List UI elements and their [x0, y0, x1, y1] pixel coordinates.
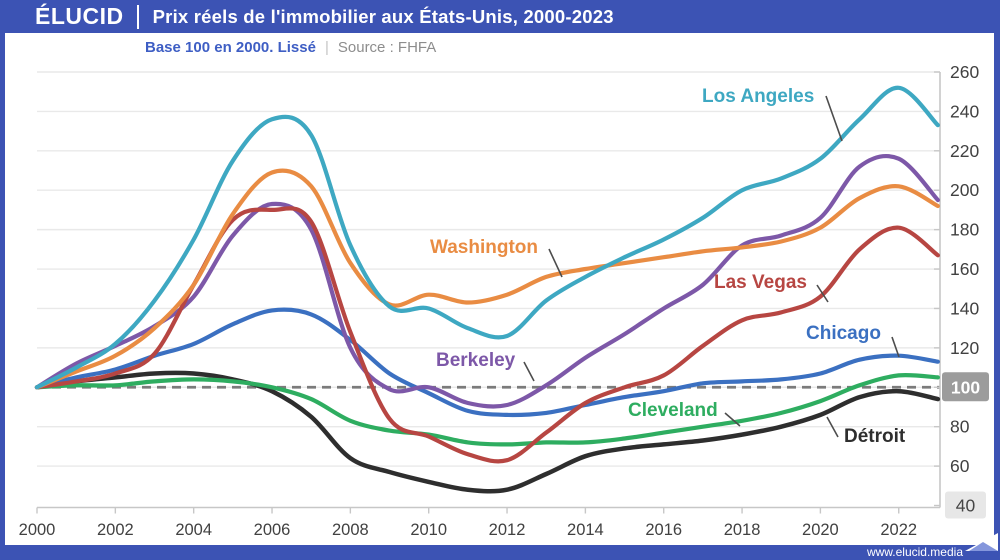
- series-line-cleveland: [34, 373, 940, 447]
- x-tick-label-2022: 2022: [880, 521, 917, 539]
- callout-line-cleveland: [724, 412, 741, 427]
- y-tick-label-60: 60: [950, 456, 970, 476]
- x-tick-label-2002: 2002: [97, 521, 134, 539]
- x-tick-label-2008: 2008: [332, 521, 369, 539]
- y-tick-label-220: 220: [950, 141, 979, 161]
- y-tick-label-40: 40: [956, 496, 976, 516]
- callout-line-los-angeles: [825, 95, 843, 142]
- callout-line-las-vegas: [816, 284, 829, 303]
- y-label-badge-100: [942, 372, 989, 402]
- x-tick-label-2016: 2016: [645, 521, 682, 539]
- x-tick-label-2014: 2014: [567, 521, 604, 539]
- y-label-badge-40: [945, 491, 986, 519]
- y-tick-label-240: 240: [950, 101, 979, 121]
- header-bar: ÉLUCID Prix réels de l'immobilier aux Ét…: [0, 0, 1000, 33]
- series-line-berkeley: [34, 154, 940, 409]
- brand-logo: ÉLUCID: [35, 3, 124, 29]
- website-url: www.elucid.media: [866, 545, 963, 559]
- callout-line-berkeley: [523, 361, 535, 382]
- y-tick-label-160: 160: [950, 259, 979, 279]
- y-tick-label-260: 260: [950, 62, 979, 82]
- x-tick-label-2012: 2012: [489, 521, 526, 539]
- series-line-los-angeles: [34, 85, 940, 390]
- x-tick-label-2020: 2020: [802, 521, 839, 539]
- x-tick-label-2004: 2004: [175, 521, 212, 539]
- y-tick-label-200: 200: [950, 180, 979, 200]
- x-tick-label-2010: 2010: [410, 521, 447, 539]
- callout-line-detroit: [826, 416, 839, 438]
- x-tick-label-2006: 2006: [254, 521, 291, 539]
- series-line-washington: [34, 168, 940, 390]
- series-line-chicago: [34, 307, 940, 418]
- x-tick-label-2018: 2018: [724, 521, 761, 539]
- subtitle-note: Base 100 en 2000. Lissé: [145, 38, 316, 56]
- y-tick-label-180: 180: [950, 220, 979, 240]
- elucid-flag-icon: [965, 533, 998, 551]
- y-tick-label-140: 140: [950, 298, 979, 318]
- x-tick-label-2000: 2000: [19, 521, 56, 539]
- frame-border-right: [994, 0, 1000, 560]
- frame-border-left: [0, 0, 5, 560]
- y-tick-label-100: 100: [951, 377, 980, 397]
- y-tick-label-120: 120: [950, 338, 979, 358]
- page-title: Prix réels de l'immobilier aux États-Uni…: [152, 5, 614, 27]
- header-divider: [136, 4, 139, 29]
- series-line-detroit: [34, 370, 941, 494]
- y-tick-label-80: 80: [950, 417, 970, 437]
- subtitle-separator: |: [324, 38, 329, 56]
- callout-line-chicago: [891, 336, 900, 358]
- callout-line-washington: [548, 248, 563, 278]
- source-label: Source : FHFA: [337, 38, 437, 56]
- footer-bar: www.elucid.media: [0, 533, 1000, 560]
- subtitle-row: Base 100 en 2000. Lissé | Source : FHFA: [145, 33, 436, 61]
